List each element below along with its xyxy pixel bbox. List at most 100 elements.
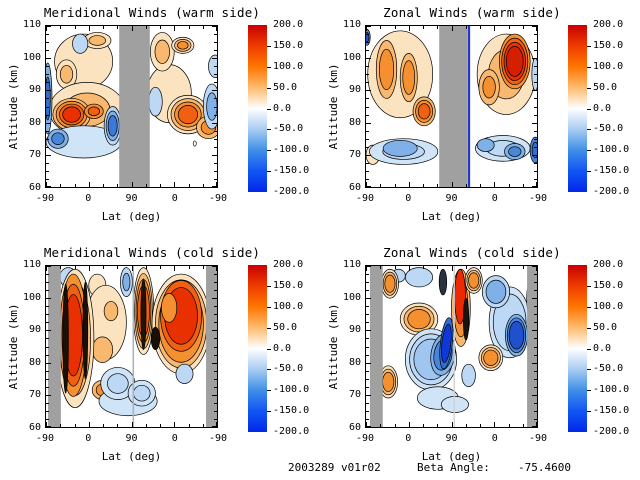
axis-tick	[214, 98, 217, 99]
x-tick-label: 0	[405, 193, 412, 204]
axis-tick	[214, 282, 217, 283]
y-axis-label: Altitude (km)	[7, 303, 20, 390]
axis-tick	[214, 314, 217, 315]
contour-feature	[462, 364, 476, 387]
contour-feature	[178, 105, 197, 123]
axis-tick	[46, 371, 49, 372]
axis-tick	[214, 274, 217, 275]
axis-tick	[214, 387, 217, 388]
axis-tick	[46, 98, 49, 99]
axis-tick	[532, 123, 537, 124]
data-revision-text: 2003289 v01r02	[288, 461, 381, 474]
axis-tick	[46, 282, 49, 283]
colorbar-tick-label: -50.0	[273, 363, 304, 375]
x-tick-label: 0	[405, 433, 412, 444]
axis-tick	[366, 26, 371, 27]
colorbar-tick-label: -150.0	[593, 165, 630, 177]
axis-tick	[46, 74, 49, 75]
contour-feature	[403, 61, 415, 95]
axis-tick	[46, 147, 49, 148]
axis-tick	[89, 26, 90, 31]
y-tick-label: 90	[28, 324, 41, 336]
axis-tick	[212, 123, 217, 124]
axis-tick	[214, 411, 217, 412]
axis-tick	[214, 403, 217, 404]
axis-tick	[132, 182, 133, 187]
x-tick-label: 90	[445, 193, 458, 204]
panel-zonal-warm: Zonal Winds (warm side) Altitude (km) La…	[320, 0, 640, 240]
axis-tick	[534, 403, 537, 404]
axis-tick	[366, 322, 369, 323]
axis-tick	[480, 424, 481, 427]
axis-tick	[534, 371, 537, 372]
axis-tick	[214, 171, 217, 172]
x-tick-label: -90	[35, 193, 55, 204]
axis-tick	[452, 182, 453, 187]
contour-feature	[408, 309, 431, 328]
axis-tick	[146, 26, 147, 29]
axis-tick	[46, 131, 49, 132]
contour-feature	[73, 34, 88, 53]
axis-tick	[366, 107, 369, 108]
axis-tick	[534, 171, 537, 172]
axis-tick	[523, 184, 524, 187]
axis-tick	[366, 163, 369, 164]
axis-tick	[466, 424, 467, 427]
axis-tick	[523, 266, 524, 269]
contour-feature	[92, 337, 113, 363]
axis-tick	[46, 290, 49, 291]
axis-tick	[534, 322, 537, 323]
axis-tick	[46, 266, 51, 267]
y-tick-label: 80	[28, 116, 41, 128]
axis-tick	[366, 426, 371, 427]
axis-tick	[534, 42, 537, 43]
axis-tick	[103, 424, 104, 427]
contour-feature	[123, 273, 130, 291]
axis-tick	[103, 184, 104, 187]
axis-tick	[395, 424, 396, 427]
panel-meridional-cold: Meridional Winds (cold side) Altitude (k…	[0, 240, 320, 480]
axis-tick	[214, 50, 217, 51]
x-tick-label: 90	[445, 433, 458, 444]
x-tick-label: 0	[85, 193, 92, 204]
axis-tick	[395, 26, 396, 29]
axis-tick	[494, 26, 495, 31]
axis-tick	[366, 131, 369, 132]
colorbar-tick-label: 50.0	[273, 321, 298, 333]
axis-tick	[366, 422, 367, 427]
panel-title: Meridional Winds (warm side)	[43, 5, 261, 20]
x-tick-label: 0	[171, 433, 178, 444]
axis-tick	[46, 155, 51, 156]
axis-tick	[46, 115, 49, 116]
contour-feature	[484, 350, 498, 365]
axis-tick	[466, 184, 467, 187]
axis-tick	[214, 419, 217, 420]
axis-tick	[409, 422, 410, 427]
axis-tick	[366, 371, 369, 372]
colorbar-tick	[587, 66, 591, 68]
axis-tick	[203, 266, 204, 269]
axis-tick	[534, 131, 537, 132]
axis-tick	[380, 26, 381, 29]
axis-tick	[532, 155, 537, 156]
contour-feature	[441, 396, 468, 412]
axis-tick	[536, 422, 537, 427]
axis-tick	[366, 115, 369, 116]
colorbar-tick	[267, 171, 271, 173]
axis-tick	[534, 306, 537, 307]
axis-tick	[534, 379, 537, 380]
colorbar	[568, 265, 587, 432]
axis-tick	[494, 266, 495, 271]
axis-tick	[437, 184, 438, 187]
axis-tick	[214, 290, 217, 291]
axis-tick	[366, 314, 369, 315]
x-tick-label: -90	[355, 193, 375, 204]
axis-tick	[366, 330, 371, 331]
axis-tick	[366, 98, 369, 99]
axis-tick	[132, 422, 133, 427]
contour-plot	[365, 25, 538, 188]
contour-feature	[107, 374, 128, 394]
colorbar-tick	[587, 150, 591, 152]
contour-feature	[108, 116, 117, 137]
x-tick-label: -90	[528, 433, 548, 444]
